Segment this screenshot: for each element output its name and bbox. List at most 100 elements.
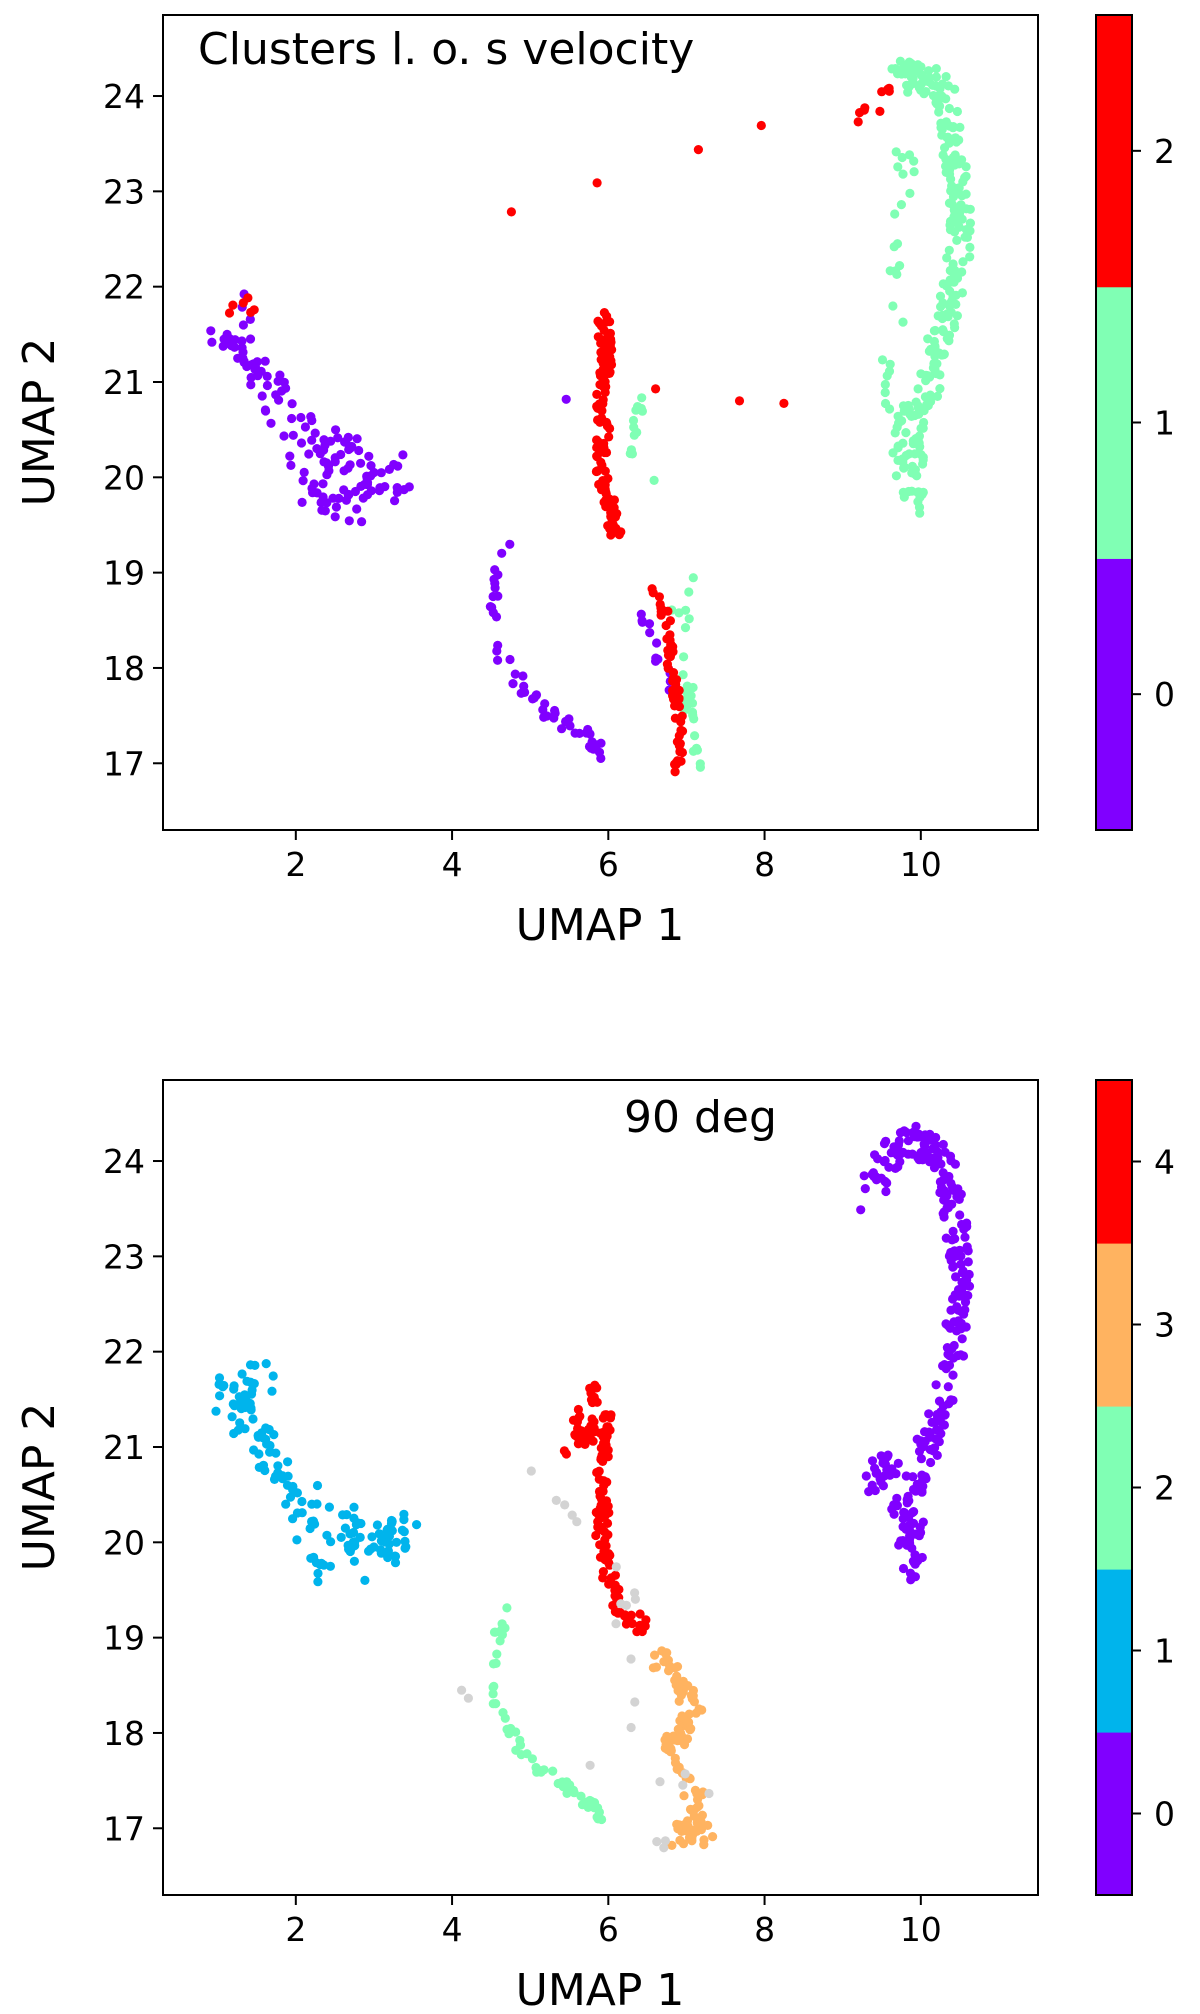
data-point-cluster-0 [908,1556,919,1566]
data-point-cluster-1 [880,387,890,398]
y-tick-label: 24 [103,77,145,116]
data-point-cluster-1 [917,79,927,89]
data-point-cluster-1 [898,169,908,179]
data-point-cluster-1 [942,253,952,263]
data-point-cluster-1 [695,759,705,769]
y-axis-ticks: 17 18 19 20 21 22 23 24 [103,77,163,783]
data-point-cluster-0 [341,495,351,505]
data-point-cluster-1 [400,1536,410,1546]
data-point-cluster-1 [937,313,948,324]
data-point-cluster-1 [932,99,942,109]
data-point-cluster-1 [271,1448,281,1458]
data-point-cluster-2 [663,663,673,673]
data-point-cluster-2 [602,338,613,348]
data-point-cluster-0 [951,1272,961,1282]
data-point-cluster-2 [601,417,611,427]
data-point-cluster-1 [324,1502,334,1512]
data-point-cluster-0 [550,708,560,718]
data-point-cluster-0 [490,583,500,593]
data-point-cluster-1 [288,1484,298,1495]
data-point-cluster-0 [364,451,374,461]
data-point-cluster-1 [946,307,956,317]
data-point-cluster-0 [374,486,385,496]
colorbar-segment [1096,1732,1132,1896]
data-point-cluster-1 [684,614,694,624]
data-point-cluster-4 [576,1437,587,1448]
data-point-cluster-1 [941,117,951,127]
data-point-cluster-4 [568,1415,579,1425]
data-point-cluster-3 [703,1820,713,1830]
data-point-cluster-2 [605,328,616,338]
x-tick-label: 4 [442,1910,463,1949]
data-point-cluster-2 [586,1796,596,1806]
data-point-cluster-1 [367,1532,377,1542]
data-point-cluster-0 [399,485,409,495]
data-point-cluster-0 [352,504,362,514]
data-point-cluster-1 [680,623,691,633]
data-point-cluster-0 [230,335,240,345]
data-point-cluster-2 [488,1689,498,1699]
data-point-cluster-2 [674,685,684,696]
data-point-cluster-0 [890,1163,901,1173]
data-point-cluster-2 [598,381,608,391]
data-point-cluster-0 [876,1451,886,1461]
data-point-cluster-0 [907,1149,918,1159]
data-point-cluster-1 [649,475,659,485]
data-point-cluster-0 [497,548,507,558]
data-point-cluster-4 [586,1388,596,1398]
data-point-cluster-1 [890,428,900,438]
data-point-cluster-1 [952,106,963,117]
data-point-cluster-1 [939,350,949,360]
y-tick-label: 20 [103,1523,145,1562]
data-point-cluster-0 [317,505,327,515]
data-point-cluster-0 [505,539,515,549]
data-point-cluster-3 [679,1791,689,1801]
data-point-cluster-2 [592,451,602,461]
data-point-cluster-0 [344,516,354,526]
data-point-cluster-3 [689,1825,699,1835]
y-tick-label: 21 [103,1428,145,1467]
data-point-cluster-0 [891,1148,901,1158]
data-point-cluster-2 [651,384,661,394]
data-point-cluster-1 [950,185,960,195]
data-point-cluster-2 [243,293,253,303]
data-point-cluster-3 [678,1839,689,1849]
y-tick-label: 18 [103,1714,145,1753]
data-point-cluster-2 [558,1782,568,1792]
data-point-cluster-1 [690,731,700,741]
data-point-cluster-1 [283,1457,293,1467]
data-point-cluster-1 [340,1523,350,1533]
data-point-cluster-1 [674,608,684,618]
data-point-cluster-1 [917,71,927,81]
data-point-cluster-4 [603,1445,613,1455]
data-point-cluster-3 [666,1744,676,1754]
data-point-cluster-1 [261,1423,271,1433]
data-point-cluster-4 [602,1422,612,1432]
data-point-cluster-1 [893,411,903,421]
data-point-cluster-0 [931,1380,941,1390]
data-point-cluster-0 [947,1235,957,1245]
data-point-cluster-1 [961,162,971,172]
data-point-cluster-0 [366,471,376,481]
data-point-cluster-0 [867,1456,878,1466]
data-point-cluster-1 [307,1499,317,1509]
data-point-cluster-0 [931,1132,941,1143]
data-point-cluster-0 [315,449,325,459]
data-point-cluster-4 [610,1570,621,1580]
data-point-cluster-2 [595,417,605,427]
data-point-cluster-0 [390,496,400,506]
data-point-cluster-0 [652,638,662,648]
data-point-cluster-0 [881,1136,891,1146]
data-point-cluster-0 [914,1155,924,1165]
data-point-cluster--1 [611,1619,621,1629]
data-point-cluster-1 [412,1520,422,1530]
data-point-cluster-1 [312,1480,323,1491]
data-point-cluster-4 [584,1434,594,1444]
data-point-cluster-0 [583,724,593,735]
data-point-cluster-0 [949,1246,960,1256]
data-point-cluster-2 [548,1766,558,1776]
chart-annotation: 90 deg [624,1092,777,1143]
data-point-cluster-2 [734,396,745,406]
data-point-cluster-1 [961,204,971,214]
data-point-cluster-1 [364,1546,374,1556]
